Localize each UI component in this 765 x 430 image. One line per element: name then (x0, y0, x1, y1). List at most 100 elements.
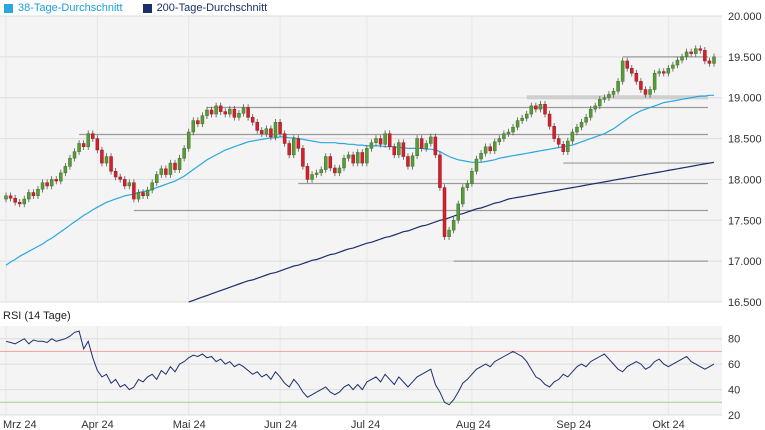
x-tick-label: Mai 24 (173, 419, 206, 430)
candle-body (72, 151, 77, 159)
candle-body (200, 115, 205, 125)
candle-body (689, 51, 693, 54)
candle-body (182, 148, 186, 159)
legend-item-sma200[interactable]: 200-Tage-Durchschnitt (139, 2, 267, 14)
candle-body (442, 187, 447, 237)
candle-body (296, 138, 301, 149)
candle-body (401, 142, 406, 157)
candle-body (593, 105, 597, 110)
candle-body (461, 187, 465, 205)
candle-body (369, 142, 374, 149)
legend: 38-Tage-Durchschnitt 200-Tage-Durchschni… (0, 1, 283, 15)
candle-body (337, 167, 342, 174)
candle-body (410, 155, 415, 167)
candle-body (273, 121, 278, 138)
candle-body (250, 117, 255, 123)
candle-body (383, 133, 387, 145)
candle-body (611, 90, 616, 95)
candle-body (598, 99, 602, 107)
candle-body (13, 197, 17, 203)
price-tick-label: 17.000 (728, 256, 762, 268)
candle-body (333, 167, 337, 174)
candle-body (438, 154, 442, 188)
legend-item-sma38[interactable]: 38-Tage-Durchschnitt (0, 2, 123, 14)
candle-body (698, 48, 703, 51)
candle-body (465, 183, 470, 188)
x-tick-label: Okt 24 (652, 419, 684, 430)
candle-body (351, 154, 355, 164)
candle-body (378, 138, 383, 145)
candle-body (547, 113, 552, 127)
candle-body (100, 149, 104, 164)
candle-body (232, 108, 237, 118)
candle-body (218, 105, 223, 112)
candle-body (241, 107, 246, 114)
candle-body (483, 146, 488, 154)
candle-body (684, 51, 689, 58)
candle-body (511, 126, 515, 133)
candle-body (451, 220, 456, 231)
candle-body (205, 109, 209, 116)
candle-body (415, 138, 419, 156)
candle-body (191, 120, 196, 133)
candle-body (319, 169, 323, 174)
candle-body (328, 156, 333, 169)
candle-body (470, 171, 474, 184)
candle-body (630, 68, 634, 74)
candle-body (680, 56, 684, 61)
candle-body (639, 81, 643, 90)
candle-body (145, 189, 150, 197)
candle-body (543, 104, 547, 115)
candle-body (492, 141, 497, 152)
candle-body (255, 121, 259, 131)
candle-body (387, 133, 392, 147)
candle-body (365, 148, 369, 164)
candle-body (81, 143, 86, 147)
candle-body (652, 72, 657, 90)
candle-body (159, 168, 164, 175)
candle-body (497, 138, 502, 143)
candle-body (675, 59, 680, 66)
candle-body (529, 105, 534, 115)
candle-body (712, 56, 716, 64)
candle-body (707, 60, 712, 64)
candle-body (502, 133, 506, 139)
x-tick-label: Jul 24 (351, 419, 380, 430)
candle-body (323, 156, 328, 170)
candle-body (136, 192, 141, 200)
candle-body (246, 107, 250, 118)
candle-body (588, 108, 593, 118)
rsi-panel-title: RSI (14 Tage) (3, 310, 71, 322)
candle-body (515, 120, 520, 128)
candle-body (474, 158, 479, 172)
candle-body (45, 182, 49, 187)
candle-body (63, 166, 68, 174)
candle-body (424, 143, 428, 149)
candle-body (91, 133, 95, 139)
candle-body (703, 50, 707, 62)
candle-body (40, 182, 45, 190)
candle-body (168, 162, 173, 175)
candle-body (355, 152, 360, 164)
candle-body (164, 168, 168, 175)
candle-body (429, 136, 433, 144)
candle-body (104, 156, 109, 164)
candle-body (397, 142, 401, 156)
candle-body (634, 72, 639, 82)
candle-body (314, 172, 319, 175)
candle-body (538, 104, 543, 110)
candle-body (264, 128, 269, 134)
candle-body (671, 64, 675, 69)
rsi-tick-label: 20 (728, 410, 740, 422)
candle-body (292, 138, 296, 156)
rsi-tick-label: 80 (728, 334, 740, 346)
candle-body (406, 156, 410, 167)
candle-body (186, 131, 191, 149)
candle-body (346, 154, 351, 159)
candle-body (566, 140, 570, 152)
candle-body (177, 157, 182, 170)
candle-body (305, 166, 310, 180)
candle-body (237, 112, 241, 118)
candle-body (173, 162, 177, 170)
